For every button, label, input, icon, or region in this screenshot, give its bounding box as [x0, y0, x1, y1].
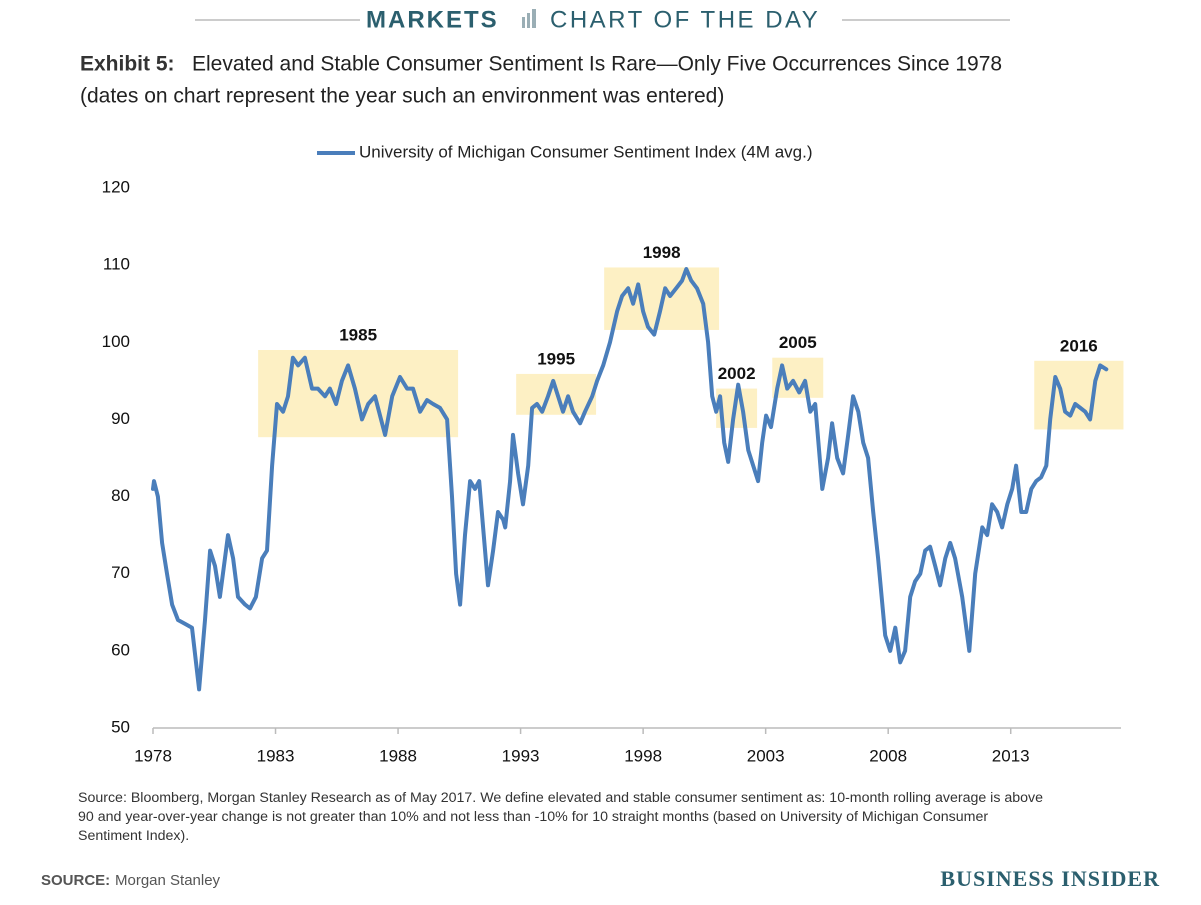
- header-brand: MARKETS: [366, 6, 499, 33]
- highlight-label: 2002: [718, 364, 756, 383]
- highlight-label: 1995: [537, 349, 575, 368]
- y-tick-label: 80: [111, 486, 130, 505]
- source-note: Sentiment Index).: [78, 828, 189, 844]
- x-tick-label: 2013: [992, 746, 1030, 765]
- y-tick-label: 100: [102, 332, 130, 351]
- highlight-box: [1034, 360, 1124, 430]
- series-line: [151, 267, 1109, 692]
- x-tick-label: 1983: [257, 746, 295, 765]
- chart-title: Elevated and Stable Consumer Sentiment I…: [192, 53, 1002, 76]
- y-tick-label: 50: [111, 717, 130, 736]
- source-label: SOURCE:: [41, 872, 110, 889]
- y-tick-label: 110: [103, 255, 130, 274]
- highlight-label: 1985: [339, 325, 377, 344]
- x-tick-label: 1993: [502, 746, 540, 765]
- header-icon: [522, 9, 536, 28]
- legend-label: University of Michigan Consumer Sentimen…: [359, 142, 813, 161]
- x-tick-label: 2003: [747, 746, 785, 765]
- header-section: CHART OF THE DAY: [550, 6, 820, 33]
- logo: BUSINESS INSIDER: [940, 866, 1160, 891]
- source-note: Source: Bloomberg, Morgan Stanley Resear…: [78, 790, 1043, 806]
- y-tick-label: 120: [102, 177, 130, 196]
- highlight-label: 2016: [1060, 336, 1098, 355]
- highlight-label: 1998: [643, 243, 681, 262]
- x-tick-label: 1978: [134, 746, 172, 765]
- x-tick-label: 1998: [624, 746, 662, 765]
- y-tick-label: 60: [111, 640, 130, 659]
- highlight-label: 2005: [779, 333, 817, 352]
- source-note: 90 and year-over-year change is not grea…: [78, 809, 988, 825]
- y-tick-label: 90: [111, 409, 130, 428]
- title-label: Exhibit 5:: [80, 53, 175, 76]
- chart-subtitle: (dates on chart represent the year such …: [80, 85, 724, 108]
- x-tick-label: 1988: [379, 746, 417, 765]
- x-tick-label: 2008: [869, 746, 907, 765]
- y-tick-label: 70: [111, 563, 130, 582]
- source: Morgan Stanley: [115, 872, 221, 889]
